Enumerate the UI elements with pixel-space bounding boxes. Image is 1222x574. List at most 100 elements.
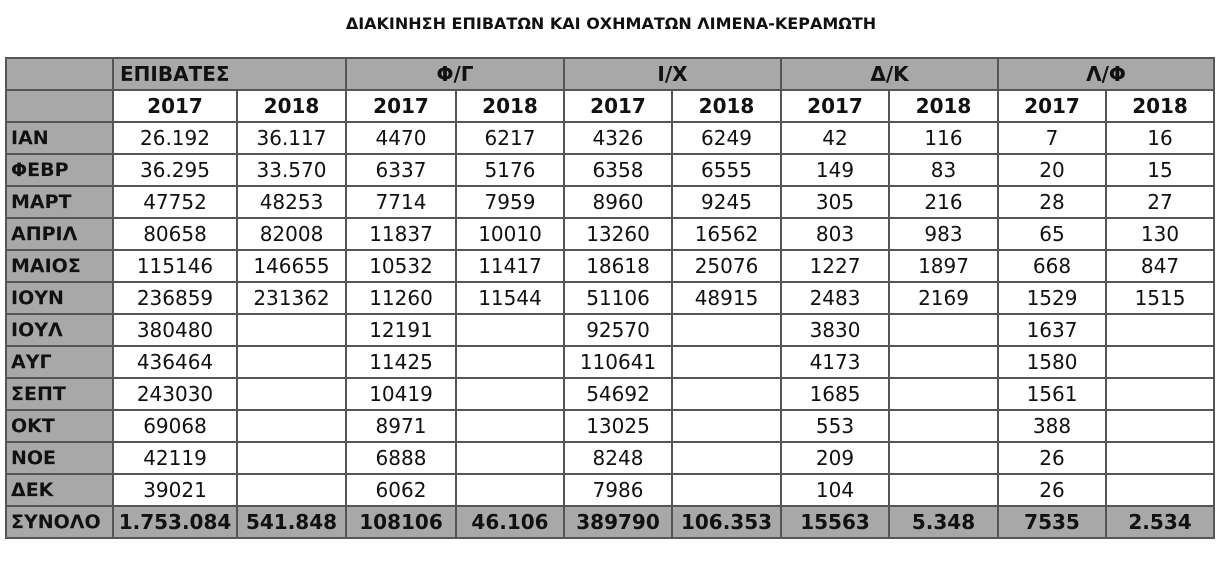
value-cell: 1897 — [888, 249, 1000, 283]
value-cell: 1529 — [997, 281, 1108, 315]
value-cell: 48915 — [670, 281, 783, 315]
value-cell: 36.117 — [236, 121, 347, 155]
year-header: 2018 — [670, 89, 783, 123]
total-cell: 46.106 — [455, 505, 565, 539]
value-cell: 11417 — [455, 249, 565, 283]
value-cell: 149 — [780, 153, 891, 187]
value-cell — [1105, 409, 1216, 443]
value-cell: 116 — [888, 121, 1000, 155]
month-row: ΑΥΓ 436464 11425 110641 4173 1580 — [5, 345, 1216, 379]
value-cell: 69068 — [112, 409, 238, 443]
value-cell — [670, 473, 783, 507]
value-cell: 216 — [888, 185, 1000, 219]
value-cell: 847 — [1105, 249, 1216, 283]
value-cell — [236, 409, 347, 443]
value-cell: 51106 — [563, 281, 673, 315]
value-cell: 65 — [997, 217, 1108, 251]
value-cell: 209 — [780, 441, 891, 475]
value-cell — [455, 377, 565, 411]
month-row: ΙΑΝ 26.192 36.117 4470 6217 4326 6249 42 116 7 16 — [5, 121, 1216, 155]
value-cell: 110641 — [563, 345, 673, 379]
value-cell: 42 — [780, 121, 891, 155]
value-cell: 39021 — [112, 473, 238, 507]
total-cell: 108106 — [345, 505, 457, 539]
month-row: ΦΕΒΡ 36.295 33.570 6337 5176 6358 6555 149 83 20 1… — [5, 153, 1216, 187]
month-label: ΙΑΝ — [5, 121, 114, 155]
month-label: ΙΟΥΝ — [5, 281, 114, 315]
month-label: ΜΑΙΟΣ — [5, 249, 114, 283]
value-cell — [236, 345, 347, 379]
value-cell: 3830 — [780, 313, 891, 347]
value-cell: 115146 — [112, 249, 238, 283]
corner-cell — [5, 57, 114, 91]
value-cell — [888, 409, 1000, 443]
month-row: ΜΑΡΤ 47752 48253 7714 7959 8960 9245 305 216 28 27 — [5, 185, 1216, 219]
month-label: ΑΥΓ — [5, 345, 114, 379]
group-header: ΕΠΙΒΑΤΕΣ — [112, 57, 347, 91]
month-label: ΟΚΤ — [5, 409, 114, 443]
month-row: ΙΟΥΛ 380480 12191 92570 3830 1637 — [5, 313, 1216, 347]
value-cell: 668 — [997, 249, 1108, 283]
value-cell: 47752 — [112, 185, 238, 219]
year-header: 2018 — [1105, 89, 1216, 123]
month-label: ΝΟΕ — [5, 441, 114, 475]
value-cell — [888, 313, 1000, 347]
year-header: 2017 — [112, 89, 238, 123]
group-header: Φ/Γ — [345, 57, 565, 91]
value-cell: 6062 — [345, 473, 457, 507]
value-cell: 1685 — [780, 377, 891, 411]
value-cell: 54692 — [563, 377, 673, 411]
value-cell — [1105, 345, 1216, 379]
total-cell: 5.348 — [888, 505, 1000, 539]
value-cell: 48253 — [236, 185, 347, 219]
value-cell — [888, 377, 1000, 411]
value-cell: 80658 — [112, 217, 238, 251]
value-cell: 82008 — [236, 217, 347, 251]
value-cell: 18618 — [563, 249, 673, 283]
value-cell — [670, 313, 783, 347]
month-row: ΣΕΠΤ 243030 10419 54692 1685 1561 — [5, 377, 1216, 411]
value-cell: 10010 — [455, 217, 565, 251]
value-cell: 8248 — [563, 441, 673, 475]
value-cell — [236, 313, 347, 347]
value-cell: 33.570 — [236, 153, 347, 187]
month-row: ΔΕΚ 39021 6062 7986 104 26 — [5, 473, 1216, 507]
value-cell: 4470 — [345, 121, 457, 155]
value-cell: 5176 — [455, 153, 565, 187]
value-cell: 130 — [1105, 217, 1216, 251]
value-cell: 83 — [888, 153, 1000, 187]
value-cell: 16562 — [670, 217, 783, 251]
value-cell: 146655 — [236, 249, 347, 283]
value-cell — [236, 473, 347, 507]
value-cell — [888, 441, 1000, 475]
total-cell: 541.848 — [236, 505, 347, 539]
year-header: 2017 — [345, 89, 457, 123]
value-cell: 92570 — [563, 313, 673, 347]
value-cell: 4326 — [563, 121, 673, 155]
value-cell — [236, 441, 347, 475]
value-cell — [1105, 441, 1216, 475]
month-row: ΟΚΤ 69068 8971 13025 553 388 — [5, 409, 1216, 443]
value-cell: 7714 — [345, 185, 457, 219]
value-cell: 6358 — [563, 153, 673, 187]
value-cell: 11837 — [345, 217, 457, 251]
value-cell: 20 — [997, 153, 1108, 187]
value-cell: 388 — [997, 409, 1108, 443]
value-cell: 28 — [997, 185, 1108, 219]
value-cell: 13260 — [563, 217, 673, 251]
value-cell: 26.192 — [112, 121, 238, 155]
total-cell: 106.353 — [670, 505, 783, 539]
value-cell: 8960 — [563, 185, 673, 219]
value-cell: 6555 — [670, 153, 783, 187]
value-cell: 1227 — [780, 249, 891, 283]
value-cell — [1105, 377, 1216, 411]
value-cell: 6337 — [345, 153, 457, 187]
value-cell — [670, 409, 783, 443]
value-cell: 6217 — [455, 121, 565, 155]
value-cell — [1105, 473, 1216, 507]
year-header: 2017 — [563, 89, 673, 123]
value-cell: 26 — [997, 441, 1108, 475]
value-cell: 6249 — [670, 121, 783, 155]
title: ΔΙΑΚΙΝΗΣΗ ΕΠΙΒΑΤΩΝ ΚΑΙ ΟΧΗΜΑΤΩΝ ΛΙΜΕΝΑ-Κ… — [345, 14, 877, 33]
value-cell: 436464 — [112, 345, 238, 379]
